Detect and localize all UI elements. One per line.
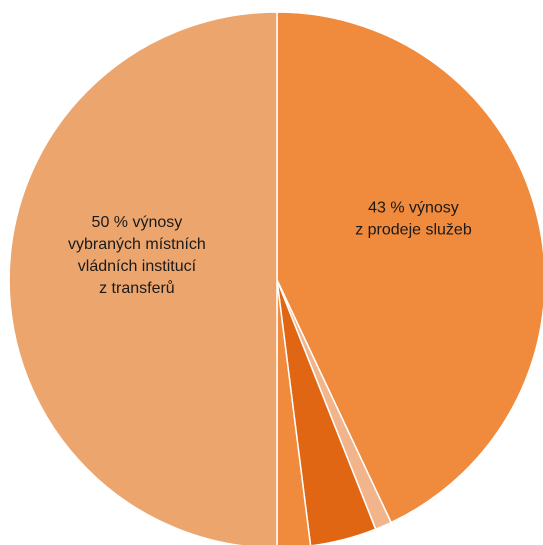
pie-slice-2 bbox=[276, 279, 377, 545]
pie-slice-4 bbox=[8, 11, 278, 545]
pie-slice-3 bbox=[276, 279, 312, 545]
pie-slice-label-line: z transferů bbox=[99, 279, 175, 297]
pie-slice-label-line: 43 % výnosy bbox=[368, 199, 459, 216]
pie-slice-label-0: 43 % výnosy z prodeje služeb bbox=[355, 199, 472, 238]
pie-slice-0 bbox=[276, 11, 543, 524]
pie-labels: 43 % výnosy z prodeje služeb 50 % výnosy vy… bbox=[68, 199, 472, 297]
pie-slice-label-4: 50 % výnosy vybraných místních vládních in… bbox=[68, 214, 206, 297]
pie-slice-label-line: z prodeje služeb bbox=[355, 221, 472, 238]
pie-slices bbox=[8, 11, 543, 545]
pie-slice-label-line: 50 % výnosy bbox=[92, 214, 183, 231]
pie-slice-label-line: vládních institucí bbox=[78, 258, 197, 275]
pie-slice-label-line: vybraných místních bbox=[68, 236, 206, 253]
